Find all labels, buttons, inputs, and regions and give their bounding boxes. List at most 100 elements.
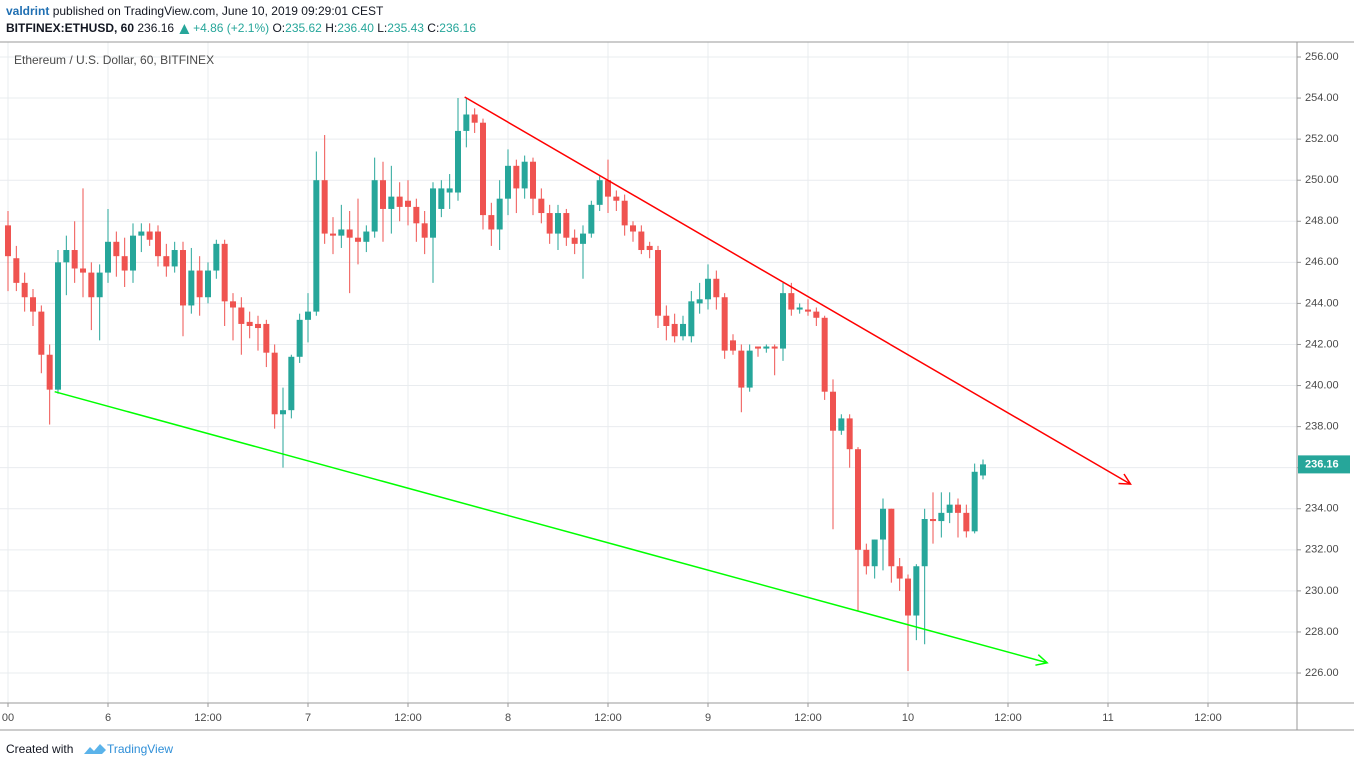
candle-body bbox=[230, 301, 236, 308]
candle-body bbox=[271, 352, 278, 415]
candle-body bbox=[55, 262, 61, 390]
x-tick-label: 00 bbox=[2, 712, 14, 724]
candle-body bbox=[146, 231, 153, 240]
candle-body bbox=[838, 418, 845, 431]
footer-prefix: Created with bbox=[6, 742, 73, 756]
y-tick-label: 248.00 bbox=[1305, 215, 1339, 227]
candle-body bbox=[955, 504, 961, 513]
candle-body bbox=[188, 270, 195, 306]
candle-body bbox=[663, 315, 670, 326]
candle-body bbox=[855, 449, 861, 550]
trend-arrowhead bbox=[1118, 473, 1132, 485]
y-tick-label: 250.00 bbox=[1305, 174, 1339, 186]
candle-body bbox=[738, 350, 745, 388]
candle-body bbox=[896, 566, 903, 579]
y-tick-label: 234.00 bbox=[1305, 503, 1339, 515]
y-tick-label: 240.00 bbox=[1305, 379, 1339, 391]
candle-body bbox=[363, 231, 370, 242]
tv-logo bbox=[84, 744, 106, 754]
x-tick-label: 12:00 bbox=[194, 712, 222, 724]
y-tick-label: 226.00 bbox=[1305, 667, 1339, 679]
candle-body bbox=[138, 231, 145, 236]
candle-body bbox=[613, 196, 620, 201]
candle-body bbox=[388, 196, 395, 209]
x-tick-label: 12:00 bbox=[394, 712, 422, 724]
candle-body bbox=[730, 340, 736, 351]
x-tick-label: 12:00 bbox=[1194, 712, 1222, 724]
candle-body bbox=[705, 278, 711, 300]
candle-body bbox=[221, 243, 228, 302]
candle-body bbox=[396, 196, 403, 207]
candle-body bbox=[105, 241, 111, 273]
candle-body bbox=[163, 256, 170, 267]
last-price-label: 236.16 bbox=[1305, 458, 1339, 470]
candle-body bbox=[205, 270, 211, 298]
candle-body bbox=[305, 311, 311, 320]
candle-body bbox=[563, 213, 570, 238]
candle-body bbox=[330, 233, 336, 236]
candle-body bbox=[930, 519, 936, 522]
y-tick-label: 254.00 bbox=[1305, 92, 1339, 104]
candle-body bbox=[255, 323, 261, 329]
symbol: BITFINEX:ETHUSD, 60 bbox=[6, 21, 134, 35]
author: valdrint bbox=[6, 4, 49, 18]
x-tick-label: 11 bbox=[1102, 712, 1113, 724]
candle-body bbox=[630, 225, 636, 232]
candle-body bbox=[196, 270, 203, 298]
candle-body bbox=[888, 508, 895, 567]
candle-body bbox=[746, 350, 753, 388]
x-tick-label: 12:00 bbox=[994, 712, 1022, 724]
candle-body bbox=[771, 346, 778, 349]
candle-body bbox=[355, 237, 361, 242]
candle-body bbox=[880, 508, 886, 540]
y-tick-label: 242.00 bbox=[1305, 338, 1339, 350]
o-label: O: bbox=[272, 21, 285, 35]
x-tick-label: 12:00 bbox=[794, 712, 822, 724]
candle-body bbox=[805, 309, 811, 312]
candle-body bbox=[405, 200, 411, 207]
candle-body bbox=[346, 229, 353, 238]
y-tick-label: 238.00 bbox=[1305, 421, 1339, 433]
candle-body bbox=[863, 549, 870, 567]
candle-body bbox=[671, 323, 678, 337]
candles bbox=[5, 98, 986, 671]
candle-body bbox=[588, 204, 595, 234]
candle-body bbox=[971, 471, 978, 532]
x-tick-label: 9 bbox=[705, 712, 711, 724]
candle-body bbox=[471, 114, 478, 123]
x-tick-label: 10 bbox=[902, 712, 914, 724]
candle-body bbox=[755, 346, 761, 349]
candle-body bbox=[280, 410, 286, 415]
candle-body bbox=[763, 346, 770, 349]
chart-title: Ethereum / U.S. Dollar, 60, BITFINEX bbox=[14, 53, 214, 67]
candle-body bbox=[463, 114, 470, 131]
candle-body bbox=[71, 250, 78, 269]
candle-body bbox=[821, 317, 828, 392]
candle-body bbox=[430, 188, 436, 238]
candle-body bbox=[571, 237, 578, 244]
trend-line bbox=[54, 390, 1048, 664]
candle-body bbox=[921, 519, 928, 567]
y-tick-label: 256.00 bbox=[1305, 51, 1339, 63]
candle-body bbox=[113, 241, 120, 257]
candle-body bbox=[655, 250, 661, 316]
c-value: 236.16 bbox=[439, 21, 476, 35]
candle-body bbox=[505, 165, 511, 199]
publish-line: valdrint published on TradingView.com, J… bbox=[6, 4, 384, 18]
candle-body bbox=[621, 200, 628, 226]
candle-body bbox=[788, 293, 795, 310]
candle-body bbox=[605, 180, 611, 197]
candle-body bbox=[913, 566, 920, 616]
candle-body bbox=[680, 323, 686, 337]
candle-body bbox=[780, 293, 786, 349]
candle-body bbox=[180, 250, 186, 306]
h-value: 236.40 bbox=[337, 21, 374, 35]
candle-body bbox=[696, 299, 703, 304]
candle-body bbox=[688, 301, 695, 337]
candle-body bbox=[96, 272, 103, 298]
c-label: C: bbox=[427, 21, 439, 35]
candle-body bbox=[88, 272, 95, 298]
candle-body bbox=[130, 235, 136, 271]
candle-body bbox=[296, 319, 303, 357]
